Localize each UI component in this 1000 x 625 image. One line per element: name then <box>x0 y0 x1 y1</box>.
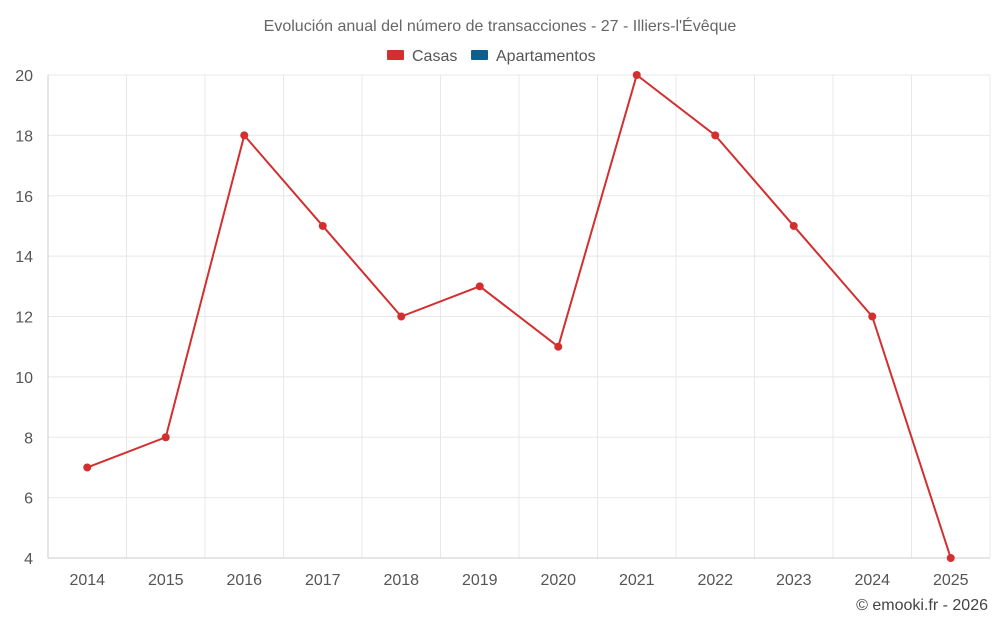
x-tick-label: 2019 <box>462 572 498 589</box>
legend-item-casas[interactable]: Casas <box>387 48 457 65</box>
series-line-casas <box>86 74 952 559</box>
data-point-casas[interactable] <box>946 554 955 562</box>
legend-swatch-apartamentos <box>471 50 488 60</box>
x-tick-label: 2017 <box>305 572 341 589</box>
x-tick-label: 2016 <box>226 572 262 589</box>
legend-label-apartamentos: Apartamentos <box>496 48 596 65</box>
y-tick-label: 12 <box>15 310 33 327</box>
y-tick-label: 6 <box>24 491 33 508</box>
x-tick-label: 2020 <box>540 572 576 589</box>
legend: Casas Apartamentos <box>387 48 596 65</box>
y-tick-label: 18 <box>15 128 33 145</box>
x-tick-label: 2015 <box>148 572 184 589</box>
x-tick-label: 2014 <box>69 572 105 589</box>
x-tick-label: 2023 <box>776 572 812 589</box>
y-axis-ticks: 4 6 8 10 12 14 16 18 20 <box>15 68 33 568</box>
data-point-casas[interactable] <box>161 433 170 442</box>
data-point-casas[interactable] <box>83 463 92 472</box>
x-axis-ticks: 2014 2015 2016 2017 2018 2019 2020 2021 2022 2023… <box>69 572 968 589</box>
legend-item-apartamentos[interactable]: Apartamentos <box>471 48 596 65</box>
x-tick-label: 2022 <box>697 572 733 589</box>
y-tick-label: 4 <box>24 551 33 568</box>
data-point-casas[interactable] <box>397 312 406 321</box>
series-layer <box>83 71 955 562</box>
legend-swatch-casas <box>387 50 404 60</box>
y-tick-label: 20 <box>15 68 33 85</box>
x-tick-label: 2025 <box>933 572 969 589</box>
data-point-casas[interactable] <box>789 221 798 230</box>
data-point-casas[interactable] <box>868 312 877 321</box>
data-point-casas[interactable] <box>475 282 484 291</box>
y-tick-label: 14 <box>15 249 33 266</box>
y-tick-label: 8 <box>24 430 33 447</box>
data-point-casas[interactable] <box>711 131 720 140</box>
x-tick-label: 2024 <box>854 572 890 589</box>
x-tick-label: 2021 <box>619 572 655 589</box>
y-tick-label: 16 <box>15 189 33 206</box>
chart-title: Evolución anual del número de transaccio… <box>264 16 737 35</box>
credit-text: © emooki.fr - 2026 <box>856 597 988 614</box>
data-point-casas[interactable] <box>632 71 641 79</box>
data-point-casas[interactable] <box>240 131 249 140</box>
y-tick-label: 10 <box>15 370 33 387</box>
data-point-casas[interactable] <box>554 342 563 351</box>
grid <box>47 74 991 559</box>
x-tick-label: 2018 <box>383 572 419 589</box>
legend-label-casas: Casas <box>412 48 457 65</box>
data-point-casas[interactable] <box>318 221 327 230</box>
